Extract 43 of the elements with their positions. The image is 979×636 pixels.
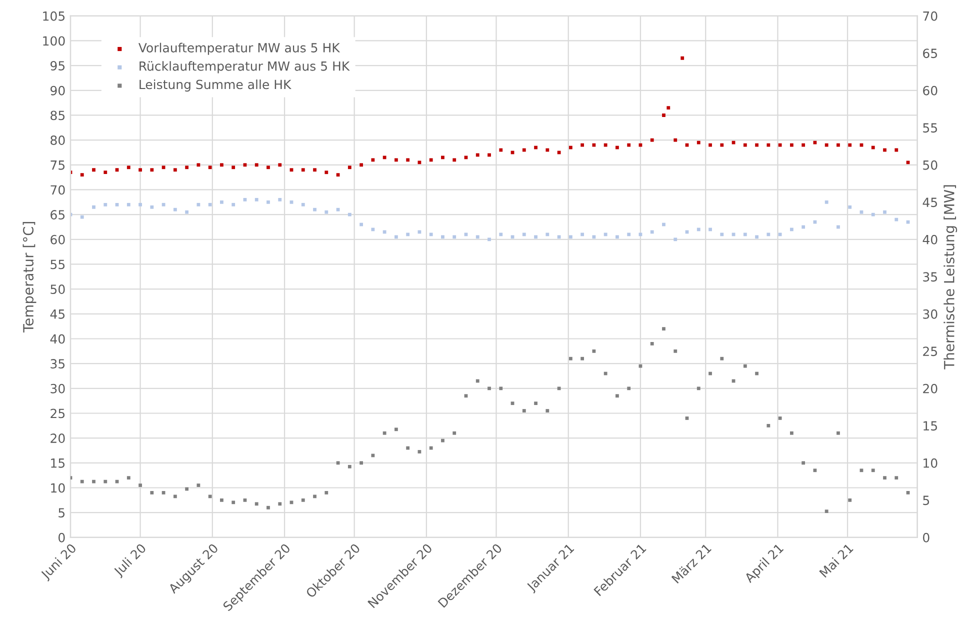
y2-tick-label: 0 — [923, 532, 930, 542]
y-tick-label: 30 — [50, 384, 65, 394]
y-tick-label: 75 — [50, 160, 65, 170]
y2-tick-label: 55 — [923, 123, 937, 133]
y2-tick-label: 35 — [923, 272, 937, 282]
y2-tick-label: 40 — [922, 234, 938, 244]
y-tick-label: 10 — [51, 483, 65, 493]
y2-tick-label: 30 — [923, 309, 938, 319]
y-tick-label: 95 — [50, 61, 65, 70]
y2-tick-label: 15 — [924, 421, 937, 431]
y-tick-label: 80 — [50, 136, 65, 145]
y-tick-label: 70 — [50, 185, 65, 195]
y-tick-label: 65 — [50, 210, 65, 220]
y-tick-label: 60 — [50, 234, 65, 244]
y-tick-label: 5 — [58, 508, 65, 518]
y-tick-label: 35 — [50, 359, 65, 369]
y-tick-label: 105 — [43, 11, 65, 21]
y-tick-label: 25 — [50, 408, 65, 418]
y2-tick-label: 50 — [923, 160, 938, 170]
y-axis-title: Temperatur [°C] — [22, 222, 36, 333]
y-tick-label: 90 — [50, 86, 65, 96]
y-tick-label: 20 — [50, 434, 65, 444]
y-tick-label: 85 — [50, 110, 65, 120]
y-tick-label: 0 — [58, 532, 65, 542]
y2-tick-label: 65 — [923, 48, 937, 58]
legend-label: Vorlauftemperatur MW aus 5 HK — [138, 42, 340, 55]
y2-tick-label: 70 — [923, 11, 938, 21]
y2-tick-label: 25 — [923, 346, 937, 356]
y-tick-label: 45 — [50, 310, 65, 319]
y2-axis-title: Thermische Leistung [MW] — [944, 185, 958, 370]
y-tick-label: 50 — [50, 284, 65, 294]
y-tick-label: 55 — [50, 260, 65, 270]
y-tick-label: 15 — [51, 458, 65, 468]
y2-tick-label: 10 — [924, 458, 938, 468]
x-tick-label: Mai 21 — [818, 543, 854, 578]
y-tick-label: 100 — [43, 36, 65, 46]
legend-label: Rücklauftemperatur MW aus 5 HK — [140, 61, 350, 74]
y2-tick-label: 45 — [922, 198, 937, 208]
y-tick-label: 40 — [50, 334, 65, 344]
y2-tick-label: 60 — [923, 86, 938, 96]
y2-tick-label: 20 — [923, 384, 938, 394]
legend-label: Leistung Summe alle HK — [140, 79, 292, 92]
y2-tick-label: 5 — [923, 496, 930, 506]
